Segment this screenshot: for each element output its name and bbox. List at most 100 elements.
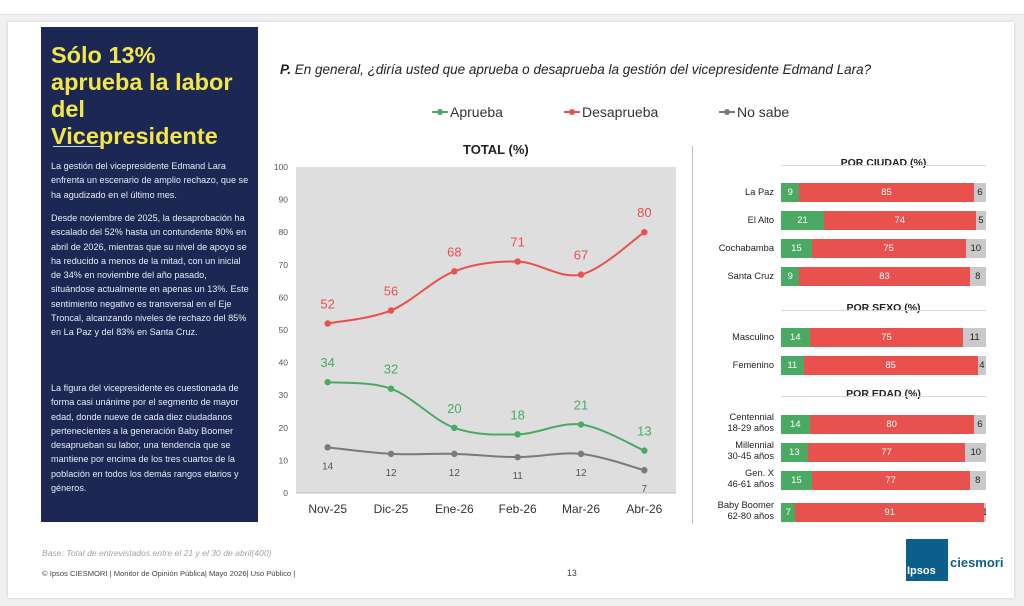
y-tick-label: 30: [279, 390, 289, 400]
bar-segment-aprueba: 15: [781, 471, 812, 490]
plot-area: [296, 167, 676, 493]
bar-segment-no-sabe: 10: [965, 443, 986, 462]
top-bar: [0, 0, 1024, 15]
bar-category-label: Masculino: [732, 332, 774, 342]
data-label-no-sabe: 12: [385, 468, 397, 479]
chart-title-ciudad: POR CIUDAD (%): [840, 157, 927, 169]
chart-title-sexo: POR SEXO (%): [846, 302, 921, 314]
legend-label-aprueba: Aprueba: [450, 104, 503, 120]
legend-swatch-desaprueba: [564, 109, 580, 115]
bar-segment-desaprueba: 83: [799, 267, 970, 286]
legend-label-desaprueba: Desaprueba: [582, 104, 659, 120]
stacked-bar: 11 85 4: [781, 356, 986, 375]
bar-segment-desaprueba: 77: [807, 443, 966, 462]
ciesmori-logo: ciesmori: [950, 555, 1004, 570]
bar-segment-aprueba: 14: [781, 328, 810, 347]
summary-panel: Sólo 13% aprueba la labor del Vicepresid…: [41, 27, 258, 522]
x-tick-label: Dic-25: [374, 502, 409, 516]
bar-segment-aprueba: 9: [781, 183, 800, 202]
page-number: 13: [567, 568, 577, 578]
bar-segment-aprueba: 13: [781, 443, 808, 462]
y-tick-label: 100: [274, 162, 288, 172]
bar-segment-no-sabe: 4: [977, 356, 986, 375]
data-label-aprueba: 34: [320, 355, 334, 370]
point-aprueba: [451, 424, 458, 431]
bar-category-label: Santa Cruz: [727, 271, 774, 281]
data-label-no-sabe: 14: [322, 461, 334, 472]
data-label-desaprueba: 67: [574, 248, 588, 263]
x-tick-label: Feb-26: [499, 502, 537, 516]
bar-segment-aprueba: 7: [781, 503, 796, 522]
point-desaprueba: [324, 320, 331, 327]
bar-category-label: La Paz: [745, 187, 774, 197]
data-label-aprueba: 18: [510, 407, 524, 422]
point-desaprueba: [514, 258, 521, 265]
bar-category-label: El Alto: [747, 215, 774, 225]
panel-divider: [53, 146, 101, 147]
stacked-bar: 14 75 11: [781, 328, 986, 347]
stacked-bar: 21 74 5: [781, 211, 986, 230]
y-tick-label: 70: [279, 260, 289, 270]
bar-segment-desaprueba: 75: [809, 328, 964, 347]
y-tick-label: 10: [279, 455, 289, 465]
data-label-aprueba: 32: [384, 362, 398, 377]
y-tick-label: 0: [283, 488, 288, 498]
y-tick-label: 90: [279, 195, 289, 205]
data-label-desaprueba: 52: [320, 296, 334, 311]
data-label-no-sabe: 12: [449, 468, 461, 479]
data-label-desaprueba: 56: [384, 283, 398, 298]
panel-paragraph-1: La gestión del vicepresidente Edmand Lar…: [51, 161, 249, 200]
bar-segment-aprueba: 11: [781, 356, 804, 375]
stacked-bar: 9 85 6: [781, 183, 986, 202]
x-tick-label: Mar-26: [562, 502, 600, 516]
chart-title-edad: POR EDAD (%): [846, 388, 921, 400]
panel-title: Sólo 13% aprueba la labor del Vicepresid…: [51, 42, 233, 149]
bar-category-label: Centennial 18-29 años: [727, 412, 774, 433]
point-no-sabe: [514, 453, 521, 461]
series-line-aprueba: [327, 381, 645, 452]
point-desaprueba: [451, 268, 458, 275]
slide: Sólo 13% aprueba la labor del Vicepresid…: [8, 22, 1014, 598]
bar-segment-desaprueba: 80: [809, 415, 974, 434]
point-desaprueba: [577, 271, 585, 278]
data-label-desaprueba: 80: [637, 205, 651, 220]
point-no-sabe: [387, 450, 395, 458]
x-tick-label: Ene-26: [435, 502, 474, 516]
ipsos-logo-text: Ipsos: [907, 565, 936, 577]
panel-paragraph-3: La figura del vicepresidente es cuestion…: [51, 383, 239, 494]
data-label-aprueba: 20: [447, 401, 461, 416]
question-prefix: P.: [280, 62, 292, 77]
series-line-desaprueba: [327, 231, 645, 325]
bar-segment-no-sabe: 8: [969, 471, 986, 490]
stacked-bar: 15 75 10: [781, 239, 986, 258]
point-desaprueba: [641, 229, 648, 236]
bar-segment-aprueba: 9: [781, 267, 800, 286]
legend-swatch-no-sabe: [719, 109, 735, 115]
point-aprueba: [514, 431, 521, 438]
y-tick-label: 80: [279, 227, 289, 237]
point-no-sabe: [641, 466, 648, 474]
point-aprueba: [577, 421, 585, 428]
bar-segment-no-sabe: 11: [963, 328, 986, 347]
point-desaprueba: [387, 307, 395, 314]
data-label-no-sabe: 11: [512, 471, 523, 482]
point-aprueba: [387, 385, 395, 392]
bar-segment-desaprueba: 85: [803, 356, 978, 375]
y-tick-label: 50: [279, 325, 289, 335]
point-aprueba: [324, 378, 331, 386]
bar-segment-no-sabe: 1: [983, 503, 986, 522]
chart-title-rule: [781, 396, 986, 397]
base-note: Base: Total de entrevistados entre el 21…: [42, 548, 272, 558]
bar-segment-desaprueba: 85: [799, 183, 974, 202]
bar-segment-no-sabe: 6: [973, 183, 986, 202]
data-label-desaprueba: 71: [510, 235, 524, 250]
legend-item-no-sabe: No sabe: [719, 104, 789, 120]
x-tick-label: Nov-25: [308, 502, 347, 516]
bar-category-label: Cochabamba: [718, 243, 774, 253]
chart-title-rule: [781, 310, 986, 311]
bar-segment-aprueba: 21: [781, 211, 825, 230]
point-no-sabe: [324, 444, 331, 451]
bar-category-label: Gen. X 46-61 años: [727, 468, 774, 489]
chart-title-rule: [781, 165, 986, 166]
data-label-no-sabe: 12: [575, 468, 587, 479]
